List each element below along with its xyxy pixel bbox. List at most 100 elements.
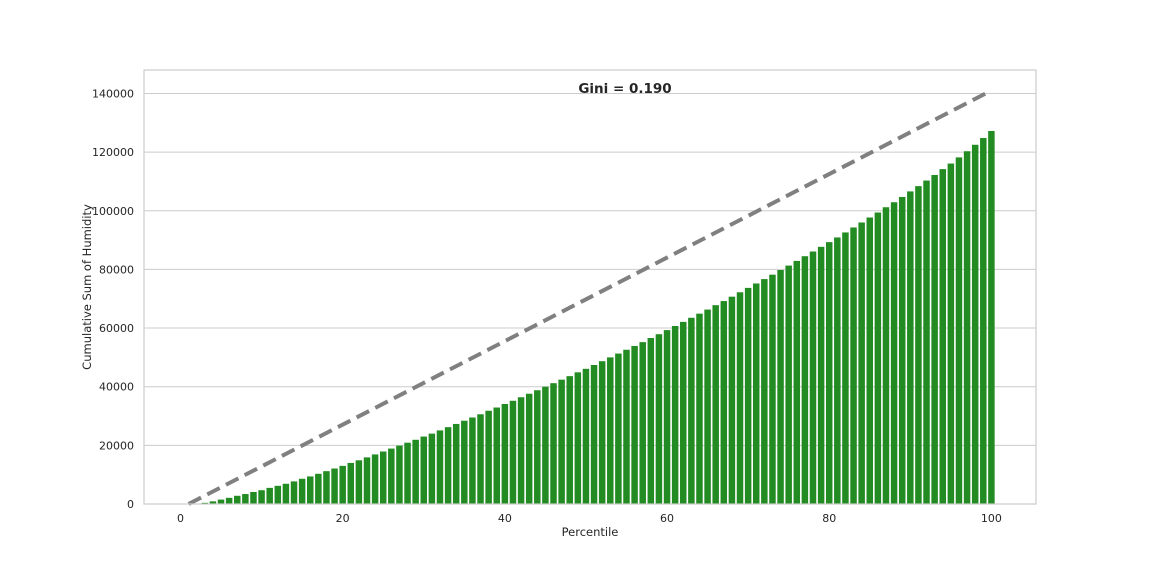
bar: [801, 256, 809, 504]
bar: [298, 478, 306, 504]
plot-frame: [143, 69, 1037, 505]
bar: [963, 151, 971, 504]
y-axis-title: Cumulative Sum of Humidity: [80, 204, 94, 370]
bar: [282, 483, 290, 504]
bar: [931, 174, 938, 504]
x-tick-label: 20: [336, 512, 350, 525]
bar: [947, 163, 955, 504]
bar: [485, 410, 492, 504]
equality-line: [187, 88, 993, 506]
bar: [388, 448, 395, 504]
bar: [517, 397, 525, 504]
bars: [193, 130, 995, 505]
bar: [379, 451, 387, 504]
bar: [980, 138, 987, 505]
bar: [371, 454, 379, 504]
bar: [550, 383, 557, 504]
bar: [331, 468, 338, 504]
bar: [923, 180, 930, 504]
bar: [955, 157, 963, 505]
y-tick-label: 100000: [92, 205, 134, 218]
bar: [477, 414, 484, 504]
bar: [647, 338, 655, 504]
bar: [744, 287, 752, 504]
bar: [736, 292, 744, 504]
bar: [809, 251, 817, 504]
bar: [907, 191, 914, 504]
bar: [290, 481, 298, 504]
bar: [234, 495, 241, 504]
bar: [663, 330, 671, 504]
bar: [623, 349, 630, 504]
bar: [225, 497, 233, 504]
bar: [452, 423, 460, 504]
bar: [882, 207, 890, 504]
bar: [866, 217, 874, 505]
bar: [258, 490, 265, 504]
bar: [752, 283, 760, 504]
bar: [680, 321, 687, 504]
bar: [615, 353, 622, 504]
bar: [217, 499, 225, 504]
bar: [347, 462, 355, 504]
x-tick-labels: 0 20 40 60 80 100: [177, 512, 1002, 525]
bar: [858, 222, 865, 504]
bar: [915, 186, 922, 504]
y-tick-label: 60000: [99, 322, 134, 335]
bar: [574, 372, 582, 504]
x-axis-title: Percentile: [562, 525, 619, 539]
x-tick-label: 0: [177, 512, 184, 525]
bar: [720, 301, 728, 504]
bar: [436, 430, 444, 504]
bar: [444, 427, 452, 504]
bar: [509, 400, 517, 504]
bar: [420, 436, 428, 504]
bar: [842, 232, 849, 504]
bar: [493, 407, 500, 504]
bar: [525, 393, 533, 504]
bar: [655, 334, 663, 504]
y-tick-labels: 0 20000 40000 60000 80000 100000 120000 140000: [92, 87, 134, 511]
bar: [250, 491, 257, 504]
bar: [306, 476, 314, 504]
bar: [631, 345, 638, 504]
bar: [850, 227, 857, 504]
bar: [671, 326, 679, 504]
bar: [501, 404, 509, 504]
bar: [704, 309, 711, 504]
bar: [834, 237, 841, 504]
bar: [363, 457, 371, 504]
bar: [607, 357, 614, 504]
bar: [242, 494, 249, 504]
bar: [542, 386, 549, 504]
x-tick-label: 100: [981, 512, 1002, 525]
bar: [939, 169, 946, 504]
bar: [874, 212, 882, 504]
bar: [988, 130, 995, 504]
y-tick-label: 120000: [92, 146, 134, 159]
bar: [817, 246, 825, 504]
bar: [396, 445, 403, 504]
gini-annotation: Gini = 0.190: [578, 81, 671, 97]
bar: [534, 390, 541, 504]
bar: [209, 501, 217, 504]
bar: [315, 473, 322, 504]
bar: [777, 269, 784, 504]
bar: [825, 242, 833, 504]
bar: [266, 487, 273, 504]
x-tick-label: 80: [822, 512, 836, 525]
bar: [785, 265, 792, 504]
bar: [728, 296, 736, 504]
bar: [469, 417, 476, 504]
bar: [761, 279, 768, 504]
y-tick-label: 40000: [99, 381, 134, 394]
bar: [898, 196, 906, 505]
bar: [582, 368, 590, 504]
bar: [712, 305, 719, 504]
bar: [323, 471, 330, 504]
y-tick-label: 140000: [92, 87, 134, 100]
y-tick-label: 20000: [99, 439, 134, 452]
x-tick-label: 40: [498, 512, 512, 525]
bar: [339, 465, 346, 504]
